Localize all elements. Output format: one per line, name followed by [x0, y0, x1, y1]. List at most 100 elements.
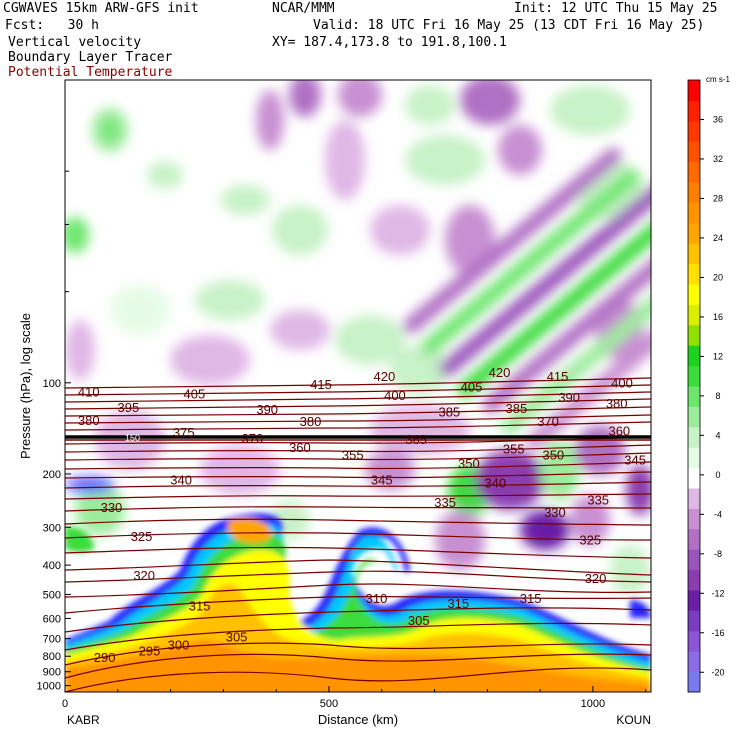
- theta-label: 350: [542, 448, 564, 463]
- theta-label: 315: [520, 591, 542, 606]
- y-tick-label: 500: [43, 589, 61, 601]
- colorbar-swatch: [688, 651, 700, 673]
- theta-label: 335: [434, 495, 456, 510]
- colorbar-tick-label: 0: [715, 470, 720, 480]
- theta-label: 385: [506, 401, 528, 416]
- cross-section-endpoints: XY= 187.4,173.8 to 191.8,100.1: [272, 35, 507, 50]
- colorbar-tick-label: -12: [711, 588, 724, 598]
- colorbar-swatch: [688, 263, 700, 285]
- theta-label: 385: [438, 404, 460, 419]
- colorbar-tick-label: 36: [713, 114, 723, 124]
- colorbar-swatch: [688, 569, 700, 591]
- x-endpoint-right: KOUN: [616, 713, 651, 727]
- model-title: CGWAVES 15km ARW-GFS init: [3, 1, 199, 16]
- theta-label: 420: [374, 369, 396, 384]
- field-vertical-velocity: Vertical velocity: [8, 35, 142, 50]
- colorbar-swatch: [688, 304, 700, 326]
- colorbar-swatch: [688, 182, 700, 203]
- theta-label: 390: [558, 390, 580, 405]
- colorbar-swatch: [688, 590, 700, 611]
- theta-label: 380: [300, 414, 322, 429]
- theta-label: 345: [371, 472, 393, 487]
- colorbar-swatch: [688, 549, 700, 571]
- field-potential-temperature: Potential Temperature: [8, 65, 173, 80]
- theta-label: 360: [289, 440, 311, 455]
- y-tick-label: 200: [43, 469, 61, 481]
- colorbar-tick-label: -20: [711, 667, 724, 677]
- theta-label: 380: [78, 413, 100, 428]
- theta-label: 330: [544, 505, 566, 520]
- y-tick-label: 1000: [37, 681, 61, 693]
- theta-label: 355: [342, 448, 364, 463]
- theta-contour-labels: 290 295 300 305 305 310 315 315 315 320 320 325 325 3…: [78, 365, 646, 665]
- colorbar-swatch: [688, 365, 700, 387]
- theta-label: 290: [94, 650, 116, 665]
- x-tick-label: 500: [320, 698, 338, 710]
- tropopause-label: 150: [125, 433, 140, 443]
- colorbar-swatch: [688, 386, 700, 407]
- vertical-velocity-shading: [65, 80, 651, 595]
- x-tick-label: 0: [62, 698, 68, 710]
- forecast-hour: Fcst: 30 h: [5, 18, 99, 33]
- theta-label: 360: [608, 423, 630, 438]
- colorbar-tick-label: -8: [714, 549, 722, 559]
- init-time: Init: 12 UTC Thu 15 May 25: [514, 1, 718, 16]
- colorbar-tick-label: 28: [713, 193, 723, 203]
- colorbar-swatch: [688, 630, 700, 652]
- x-tick-label: 1000: [581, 698, 605, 710]
- colorbar-frame: [687, 79, 701, 693]
- theta-label: 310: [366, 591, 388, 606]
- theta-label: 400: [384, 388, 406, 403]
- x-axis: 0 500 1000: [62, 686, 647, 710]
- theta-label: 420: [489, 365, 511, 380]
- plot-frame: [64, 79, 652, 693]
- theta-label: 320: [133, 568, 155, 583]
- colorbar-swatch: [688, 467, 700, 489]
- theta-label: 410: [78, 384, 100, 399]
- theta-label: 400: [611, 376, 633, 391]
- colorbar-tick-label: 32: [713, 154, 723, 164]
- colorbar-tick-label: -4: [714, 509, 722, 519]
- colorbar-swatch: [688, 222, 700, 244]
- theta-label: 370: [242, 431, 264, 446]
- x-endpoint-left: KABR: [67, 713, 100, 727]
- theta-label: 335: [587, 492, 609, 507]
- x-axis-title: Distance (km): [318, 712, 398, 727]
- theta-label: 415: [547, 369, 569, 384]
- colorbar-swatch: [688, 243, 700, 265]
- theta-label: 405: [461, 379, 483, 394]
- colorbar-swatch: [688, 120, 700, 142]
- theta-label: 415: [310, 377, 332, 392]
- colorbar-swatch: [688, 406, 700, 428]
- theta-label: 395: [117, 400, 139, 415]
- colorbar-tick-label: -16: [711, 628, 724, 638]
- colorbar-swatch: [688, 202, 700, 224]
- colorbar-tick-label: 20: [713, 272, 723, 282]
- theta-label: 325: [579, 533, 601, 548]
- colorbar-swatch: [688, 100, 700, 122]
- colorbar-unit: cm s-1: [706, 75, 731, 84]
- colorbar-tick-label: 24: [713, 233, 723, 243]
- theta-label: 370: [537, 414, 559, 429]
- y-tick-label: 300: [43, 522, 61, 534]
- y-axis-title: Pressure (hPa), log scale: [18, 313, 33, 459]
- colorbar-swatch: [688, 447, 700, 469]
- colorbar-tick-label: 16: [713, 312, 723, 322]
- colorbar-tick-label: 8: [715, 391, 720, 401]
- y-tick-label: 800: [43, 651, 61, 663]
- colorbar-swatch: [688, 284, 700, 305]
- theta-contour-lines: [65, 377, 651, 692]
- theta-label: 380: [606, 396, 628, 411]
- y-tick-label: 100: [43, 378, 61, 390]
- theta-label: 355: [503, 442, 525, 457]
- theta-label: 315: [447, 596, 469, 611]
- colorbar-swatch: [688, 324, 700, 346]
- theta-label: 340: [170, 472, 192, 487]
- theta-label: 295: [139, 644, 161, 659]
- theta-label: 365: [405, 432, 427, 447]
- valid-time: Valid: 18 UTC Fri 16 May 25 (13 CDT Fri …: [313, 18, 705, 33]
- field-boundary-layer-tracer: Boundary Layer Tracer: [8, 50, 173, 65]
- theta-label: 350: [458, 456, 480, 471]
- colorbar-swatch: [688, 426, 700, 448]
